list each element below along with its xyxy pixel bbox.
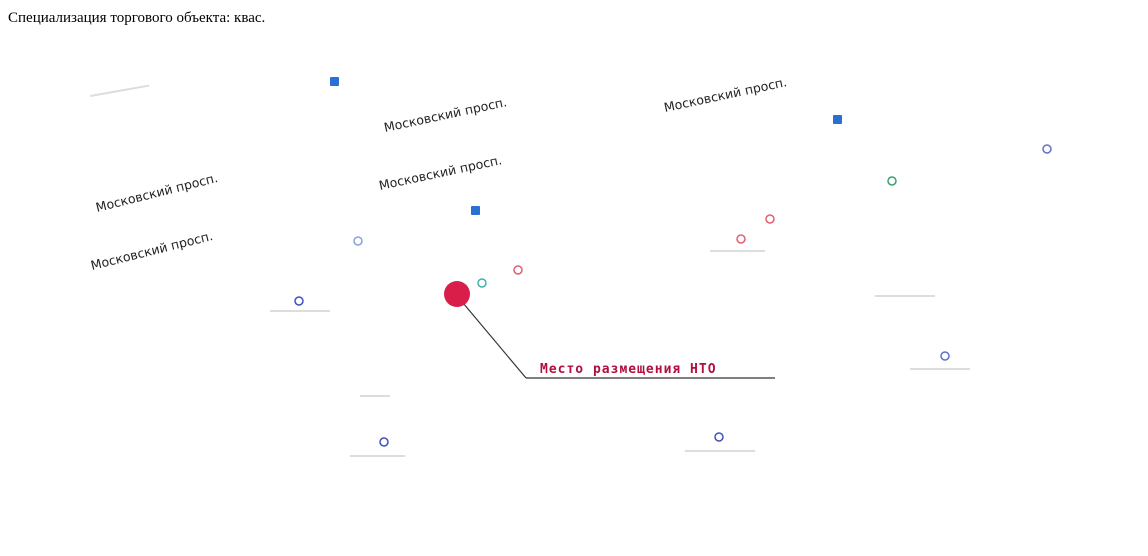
- map-background: [0, 0, 1148, 556]
- map: Специализация торгового объекта: квас. М…: [0, 0, 1148, 556]
- site-marker: [444, 281, 470, 307]
- marker-label: Место размещения НТО: [540, 362, 717, 377]
- heading: Специализация торгового объекта: квас.: [8, 10, 265, 26]
